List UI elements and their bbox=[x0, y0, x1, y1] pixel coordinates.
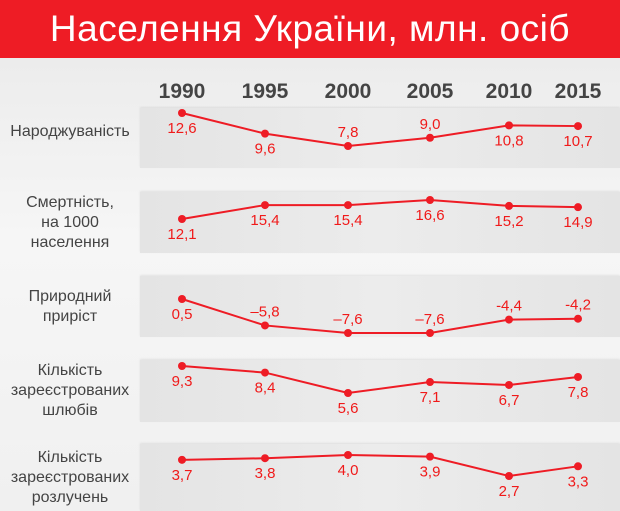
data-label: 10,7 bbox=[563, 133, 592, 150]
data-point bbox=[344, 451, 352, 459]
data-point bbox=[574, 372, 582, 381]
data-label: 8,4 bbox=[255, 380, 276, 397]
data-point bbox=[574, 203, 582, 212]
x-tick-label: 2000 bbox=[324, 80, 372, 103]
data-point bbox=[178, 362, 186, 370]
data-point bbox=[344, 201, 352, 210]
data-label: 3,9 bbox=[420, 464, 441, 481]
data-label: 15,2 bbox=[494, 213, 523, 230]
row-label-line: приріст bbox=[42, 307, 98, 325]
data-label: 9,6 bbox=[255, 141, 276, 158]
data-point bbox=[426, 378, 434, 387]
data-point bbox=[344, 142, 352, 150]
data-point bbox=[574, 314, 582, 323]
row-label-line: шлюбів bbox=[42, 402, 98, 419]
data-point bbox=[178, 109, 186, 117]
data-point bbox=[344, 389, 352, 397]
data-label: 12,6 bbox=[167, 120, 196, 137]
row-label: Народжуваність bbox=[0, 122, 140, 142]
chart-title: Населення України, млн. осіб bbox=[0, 0, 620, 58]
data-point bbox=[574, 122, 582, 131]
data-point bbox=[426, 329, 434, 337]
data-label: 14,9 bbox=[563, 214, 592, 231]
data-label: 3,7 bbox=[172, 467, 193, 484]
x-tick-label: 1990 bbox=[158, 80, 206, 103]
data-label: 7,8 bbox=[338, 124, 359, 141]
row-label-line: Природний bbox=[28, 287, 112, 305]
data-label: 6,7 bbox=[499, 392, 520, 409]
data-label: 7,1 bbox=[420, 389, 441, 406]
data-label: 4,0 bbox=[338, 462, 359, 479]
data-point bbox=[505, 380, 513, 389]
data-label: –7,6 bbox=[415, 311, 444, 328]
x-tick-label: 1995 bbox=[241, 80, 289, 103]
data-label: –7,6 bbox=[333, 311, 362, 328]
row-label-line: Кількість bbox=[37, 362, 103, 379]
row-label-line: на 1000 bbox=[41, 213, 99, 231]
panel-background bbox=[140, 360, 620, 422]
data-label: 9,0 bbox=[420, 116, 441, 133]
data-label: 12,1 bbox=[167, 226, 196, 243]
row-label-line: зареєстрованих bbox=[10, 468, 130, 486]
data-point bbox=[178, 455, 186, 464]
x-tick-label: 2010 bbox=[485, 80, 533, 103]
series-line bbox=[181, 453, 579, 478]
data-point bbox=[426, 196, 434, 204]
data-label: 7,8 bbox=[568, 384, 589, 401]
panel-background bbox=[140, 108, 620, 168]
data-label: 10,8 bbox=[494, 132, 523, 149]
series-line bbox=[181, 298, 579, 334]
data-label: 2,7 bbox=[499, 483, 520, 500]
x-tick-label: 2015 bbox=[554, 80, 602, 103]
data-point bbox=[178, 215, 186, 223]
data-label: 15,4 bbox=[250, 212, 279, 229]
data-point bbox=[505, 201, 513, 210]
data-point bbox=[261, 454, 269, 463]
data-point bbox=[505, 121, 513, 130]
data-point bbox=[426, 452, 434, 461]
series-line bbox=[181, 365, 579, 395]
data-point bbox=[426, 133, 434, 142]
row-label-line: Кількість bbox=[37, 448, 103, 466]
data-point bbox=[178, 295, 186, 303]
data-label: 3,3 bbox=[568, 473, 589, 490]
row-label: Кількість зареєстрованих розлучень bbox=[0, 448, 140, 508]
data-point bbox=[261, 368, 269, 377]
data-point bbox=[261, 201, 269, 210]
row-label-line: зареєстрованих bbox=[10, 382, 130, 399]
panel-background bbox=[140, 276, 620, 337]
row-label-line: населення bbox=[30, 233, 110, 251]
data-label: –5,8 bbox=[250, 303, 279, 320]
data-point bbox=[261, 321, 269, 330]
data-label: 0,5 bbox=[172, 306, 193, 323]
row-label: Смертність, на 1000 населення bbox=[0, 193, 140, 253]
row-label-line: Смертність, bbox=[26, 193, 114, 211]
row-label: Кількість зареєстрованих шлюбів bbox=[0, 361, 140, 421]
data-point bbox=[344, 329, 352, 337]
row-label-line: розлучень bbox=[31, 488, 109, 506]
data-label: 9,3 bbox=[172, 373, 193, 390]
x-tick-label: 2005 bbox=[406, 80, 454, 103]
data-point bbox=[505, 315, 513, 324]
row-label: Природний приріст bbox=[0, 287, 140, 327]
data-label: 5,6 bbox=[338, 400, 359, 417]
data-label: -4,4 bbox=[496, 298, 522, 315]
data-label: 15,4 bbox=[333, 212, 362, 229]
data-label: 16,6 bbox=[415, 207, 444, 224]
series-line bbox=[181, 112, 579, 148]
data-point bbox=[505, 472, 513, 480]
data-label: -4,2 bbox=[565, 297, 591, 314]
row-label-line: Народжуваність bbox=[10, 123, 130, 140]
series-line bbox=[181, 198, 579, 220]
data-label: 3,8 bbox=[255, 465, 276, 482]
data-point bbox=[261, 129, 269, 138]
data-point bbox=[574, 462, 582, 471]
